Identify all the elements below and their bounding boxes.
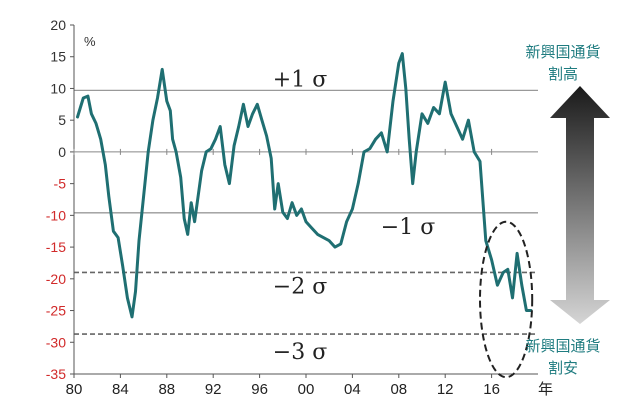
y-tick-label: -20 [46, 271, 66, 287]
reference-lines [74, 89, 538, 335]
overvalued-label-line2: 割高 [548, 65, 578, 83]
x-tick-label: 96 [251, 381, 268, 398]
series-layer [76, 52, 534, 379]
undervalued-label-line1: 新興国通貨 [525, 337, 600, 355]
undervalued-label-line2: 割安 [548, 359, 578, 377]
y-tick-label: 15 [50, 49, 66, 65]
y-tick-label: -25 [46, 303, 66, 319]
y-tick-label: 20 [50, 17, 66, 33]
x-tick-label: 12 [437, 381, 454, 398]
y-tick-label: -10 [46, 207, 66, 223]
overvalued-label-line1: 新興国通貨 [525, 43, 600, 61]
x-tick-label: 84 [112, 381, 129, 398]
y-tick-label: -5 [54, 176, 67, 192]
x-tick-label: 04 [344, 381, 361, 398]
y-tick-label: 5 [58, 112, 66, 128]
direction-arrow [550, 86, 610, 324]
y-tick-label: -15 [46, 239, 66, 255]
y-tick-label: -35 [46, 366, 66, 382]
x-tick-label: 80 [66, 381, 83, 398]
sigma-label: −3 σ [273, 340, 327, 365]
x-tick-label: 16 [483, 381, 500, 398]
y-tick-label: 0 [58, 144, 66, 160]
x-tick-label: 00 [298, 381, 315, 398]
y-unit-label: % [84, 34, 96, 49]
sigma-label: −1 σ [381, 215, 435, 240]
x-tick-label: 88 [158, 381, 175, 398]
x-tick-label: 92 [205, 381, 222, 398]
double-arrow-icon [550, 86, 610, 324]
x-unit-label: 年 [538, 381, 553, 398]
sigma-labels: +1 σ −1 σ −2 σ −3 σ [273, 67, 435, 365]
y-tick-label: -30 [46, 334, 66, 350]
series-line [76, 52, 533, 319]
y-tick-label: 10 [50, 80, 66, 96]
sigma-label: +1 σ [273, 67, 327, 92]
highlight-ellipse [479, 220, 534, 379]
sigma-label: −2 σ [273, 274, 327, 299]
x-tick-label: 08 [390, 381, 407, 398]
